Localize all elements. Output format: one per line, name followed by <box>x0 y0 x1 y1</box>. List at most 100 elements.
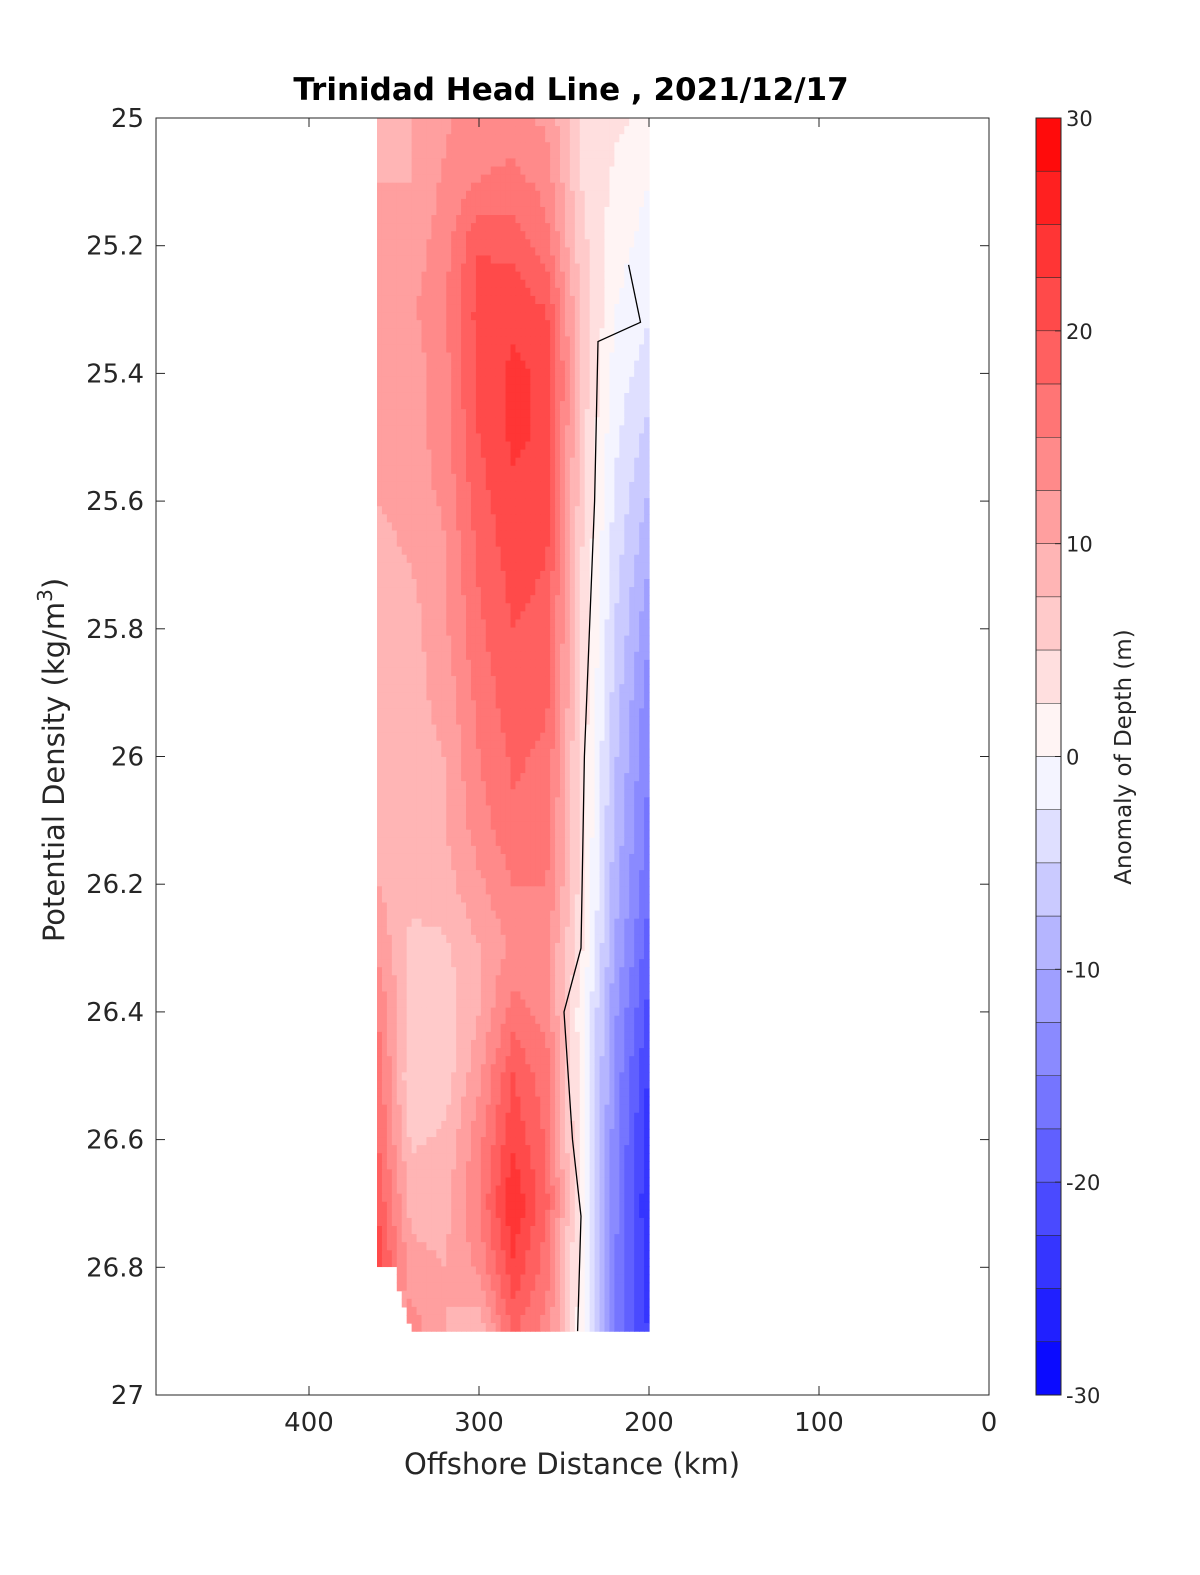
contour-cell <box>416 498 423 507</box>
contour-cell <box>490 603 497 612</box>
contour-cell <box>555 449 561 459</box>
contour-cell <box>609 546 615 556</box>
contour-cell <box>386 603 393 612</box>
contour-cell <box>421 765 428 774</box>
contour-cell <box>589 829 596 839</box>
contour-cell <box>530 279 536 289</box>
contour-cell <box>386 490 393 499</box>
contour-cell <box>599 166 606 176</box>
contour-cell <box>634 441 640 451</box>
contour-cell <box>569 546 576 556</box>
contour-cell <box>470 813 477 823</box>
contour-cell <box>545 651 551 661</box>
contour-cell <box>564 805 571 815</box>
contour-cell <box>525 748 531 758</box>
contour-cell <box>475 676 482 685</box>
contour-cell <box>564 328 571 337</box>
contour-cell <box>386 166 393 176</box>
contour-cell <box>569 182 576 192</box>
contour-cell <box>456 789 462 798</box>
contour-cell <box>436 579 442 588</box>
contour-cell <box>525 118 531 127</box>
contour-cell <box>634 198 640 208</box>
contour-cell <box>470 845 477 855</box>
contour-cell <box>446 392 452 402</box>
contour-cell <box>614 134 620 143</box>
contour-cell <box>381 473 388 483</box>
contour-cell <box>624 789 630 798</box>
contour-cell <box>485 506 492 515</box>
contour-cell <box>559 667 566 677</box>
contour-cell <box>431 392 437 402</box>
contour-cell <box>639 166 645 176</box>
contour-cell <box>589 304 596 313</box>
contour-cell <box>530 805 536 815</box>
contour-cell <box>421 384 428 394</box>
contour-cell <box>540 481 546 491</box>
contour-cell <box>461 837 467 847</box>
contour-cell <box>550 287 556 297</box>
contour-cell <box>619 304 625 313</box>
contour-cell <box>589 522 596 532</box>
contour-cell <box>624 603 630 612</box>
contour-cell <box>456 223 462 232</box>
contour-cell <box>624 797 630 807</box>
contour-cell <box>619 514 625 523</box>
contour-cell <box>436 384 442 394</box>
contour-cell <box>396 384 403 394</box>
contour-cell <box>441 409 447 418</box>
contour-cell <box>495 570 502 580</box>
contour-cell <box>431 279 437 289</box>
contour-cell <box>545 118 551 127</box>
contour-cell <box>406 708 413 718</box>
contour-cell <box>490 740 497 750</box>
contour-cell <box>396 765 403 774</box>
contour-cell <box>599 360 606 370</box>
contour-cell <box>456 433 462 443</box>
contour-cell <box>510 579 517 588</box>
contour-cell <box>466 425 472 435</box>
contour-cell <box>609 781 615 790</box>
contour-cell <box>426 368 432 378</box>
contour-cell <box>441 344 447 354</box>
contour-cell <box>520 797 526 807</box>
contour-cell <box>520 231 526 240</box>
contour-cell <box>559 506 566 515</box>
contour-cell <box>470 651 477 661</box>
contour-cell <box>634 530 640 540</box>
contour-cell <box>461 174 467 184</box>
contour-cell <box>441 425 447 435</box>
contour-cell <box>480 271 487 281</box>
contour-cell <box>377 182 383 192</box>
contour-cell <box>485 619 492 629</box>
contour-cell <box>381 570 388 580</box>
contour-cell <box>485 579 492 588</box>
contour-cell <box>609 748 615 758</box>
contour-cell <box>564 797 571 807</box>
contour-cell <box>604 514 611 523</box>
contour-cell <box>396 611 403 621</box>
contour-cell <box>545 295 551 305</box>
contour-cell <box>589 603 596 612</box>
contour-cell <box>466 336 472 346</box>
contour-cell <box>406 118 413 127</box>
contour-cell <box>396 134 403 143</box>
contour-cell <box>411 546 418 556</box>
contour-cell <box>475 797 482 807</box>
contour-cell <box>495 126 502 135</box>
contour-cell <box>470 506 477 515</box>
contour-cell <box>644 659 650 669</box>
contour-cell <box>564 481 571 491</box>
contour-cell <box>550 611 556 621</box>
contour-cell <box>515 206 522 216</box>
contour-cell <box>505 667 512 677</box>
contour-cell <box>574 312 581 321</box>
contour-cell <box>540 231 546 240</box>
contour-cell <box>604 700 611 709</box>
contour-cell <box>559 546 566 556</box>
contour-cell <box>490 174 497 184</box>
contour-cell <box>559 279 566 289</box>
contour-cell <box>461 789 467 798</box>
contour-cell <box>411 352 418 362</box>
contour-cell <box>451 158 457 168</box>
